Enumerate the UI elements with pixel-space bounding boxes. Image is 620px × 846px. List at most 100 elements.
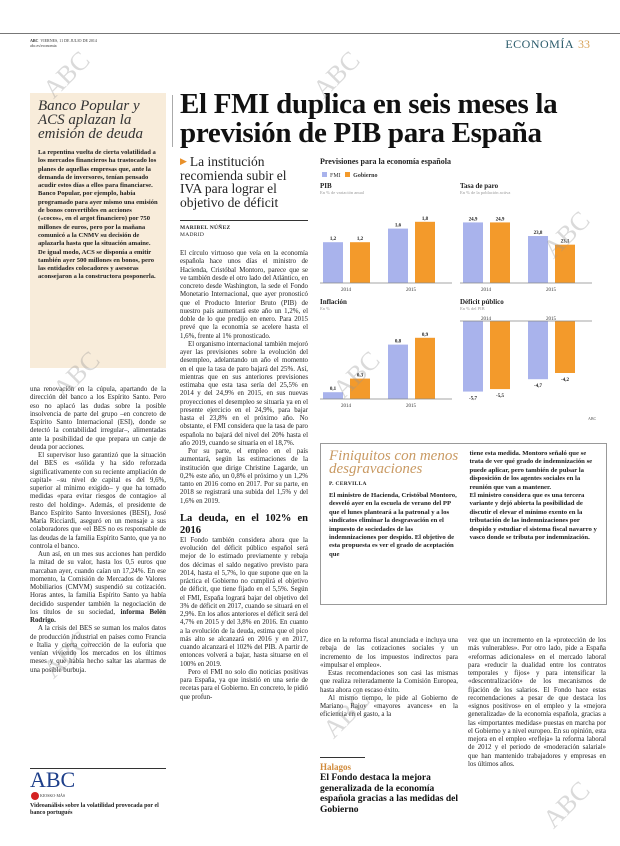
finiquitos-box: Finiquitos con menos desgravaciones P. C…: [320, 443, 607, 605]
legend-fmi: FMI: [330, 173, 341, 179]
chart-title: Déficit público: [460, 298, 504, 306]
bar-gobierno-2014: [490, 321, 510, 390]
data-label: -5,7: [469, 397, 477, 402]
page-number: 33: [578, 37, 590, 51]
byline: MARIBEL NÚÑEZ MADRID: [180, 225, 231, 239]
legend-gobierno: Gobierno: [353, 173, 378, 179]
box-text: El ministro de Hacienda, Cristóbal Monto…: [329, 492, 457, 558]
chart-panel: Déficit público En % del PIB -5,7 -5,5 2014-…: [460, 298, 600, 416]
legend-swatch-gobierno: [345, 172, 351, 177]
chart-subtitle: En %: [320, 306, 330, 311]
box-text: tiene esta medida. Montoro señaló que se…: [469, 450, 593, 491]
kiosko-label: KIOSKO·MÁS: [40, 792, 66, 798]
paragraph: El organismo internacional también mejor…: [180, 340, 308, 447]
kiosko-badge[interactable]: KIOSKO·MÁS: [31, 792, 65, 800]
paragraph: A la crisis del BES se suman los malos d…: [30, 625, 166, 674]
paragraph: Al mismo tiempo, le pide al Gobierno de …: [320, 694, 458, 719]
data-label: 23,1: [561, 240, 570, 245]
sidebar-body: La repentina vuelta de cierta volatilida…: [38, 149, 158, 281]
chart-title: Inflación: [320, 298, 347, 306]
main-column: El círculo virtuoso que veía en la econo…: [180, 250, 308, 790]
x-tick-label: 2015: [406, 404, 417, 409]
chart-panel: Tasa de paro En % de la población activa 2…: [460, 182, 600, 300]
place: MADRID: [180, 232, 205, 238]
bar-fmi-2015: [388, 344, 408, 399]
paragraph: Por su parte, el empleo en el país aumen…: [180, 448, 308, 505]
data-label: 0,9: [422, 333, 429, 338]
bottom-column-1: dice en la reforma fiscal anunciada e in…: [320, 637, 458, 722]
logo-rule: [30, 768, 166, 769]
paragraph: una renovación en la cúpula, apartando d…: [30, 386, 166, 451]
chart-panel: PIB En % de variación anual 1,2 1,2 2014 1,6 1…: [320, 182, 460, 300]
data-label: 1,6: [395, 224, 402, 229]
box-title: Finiquitos con menos desgravaciones: [329, 448, 459, 477]
paragraph: Estas recomendaciones son casi las misma…: [320, 670, 458, 694]
headline-divider: [172, 95, 173, 147]
data-label: 0,8: [395, 340, 402, 345]
subheadline: ▶ La institución recomienda subir el IVA …: [180, 154, 287, 210]
x-tick-label: 2015: [406, 288, 417, 293]
data-label: 1,2: [357, 237, 364, 242]
data-label: 0,3: [357, 374, 364, 379]
paragraph: Aun así, en un mes sus acciones han perd…: [30, 551, 166, 624]
header-url: abc.es/economia: [30, 43, 57, 48]
bar-chart: 1,2 1,2 2014 1,6 1,8 2015: [320, 217, 452, 293]
pull-quote: El Fondo destaca la mejora generalizada …: [320, 773, 459, 815]
data-label: 24,9: [496, 217, 505, 222]
x-tick-label: 2014: [341, 404, 352, 409]
chart-legend: FMI Gobierno: [322, 172, 378, 179]
paragraph: dice en la reforma fiscal anunciada e in…: [320, 637, 458, 669]
bar-gobierno-2014: [350, 378, 370, 399]
page-title: El FMI duplica en seis meses la previsió…: [180, 88, 558, 149]
x-tick-label: 2014: [341, 288, 352, 293]
paragraph: vez que un incremento en la «protección …: [468, 637, 606, 768]
data-label: -4,7: [534, 384, 542, 389]
chart-subtitle: En % del PIB: [460, 306, 485, 311]
bar-gobierno-2014: [490, 222, 510, 283]
header-dateline: ABC VIERNES, 11 DE JULIO DE 2014 abc.es/…: [30, 38, 97, 48]
chart-title: Tasa de paro: [460, 182, 499, 190]
kicker: Halagos: [320, 762, 352, 772]
header-brand: ABC: [30, 38, 39, 43]
bar-gobierno-2014: [350, 242, 370, 283]
bar-gobierno-2015: [555, 244, 575, 283]
chart-subtitle: En % de variación anual: [320, 190, 364, 195]
charts-title: Previsiones para la economía española: [320, 157, 451, 166]
bar-gobierno-2015: [415, 221, 435, 283]
paragraph: El supervisor luso garantizó que la situ…: [30, 452, 166, 550]
chart-subtitle: En % de la población activa: [460, 190, 511, 195]
paragraph: El Fondo también considera ahora que la …: [180, 536, 308, 668]
bar-chart: 0,1 0,3 2014 0,8 0,9 2015: [320, 333, 452, 409]
byline-rule: [180, 220, 308, 221]
bar-fmi-2014: [463, 222, 483, 283]
data-label: 0,1: [330, 387, 337, 392]
box-text: El ministro considera que es una tercera…: [469, 492, 597, 542]
x-tick-label: 2014: [481, 288, 492, 293]
data-label: 23,8: [534, 231, 543, 236]
author: MARIBEL NÚÑEZ: [180, 225, 231, 231]
data-label: 1,8: [422, 217, 429, 222]
paragraph: Pero el FMI no solo dio noticias positiv…: [180, 668, 308, 701]
bar-gobierno-2015: [415, 337, 435, 399]
data-label: 1,2: [330, 237, 337, 242]
sidebar-box: Banco Popular y ACS aplazan la emisión d…: [30, 93, 166, 368]
x-tick-label: 2015: [546, 317, 557, 322]
paragraph: El círculo virtuoso que veía en la econo…: [180, 250, 308, 340]
chart-panel: Inflación En % 0,1 0,3 2014 0,8 0,9 2015: [320, 298, 460, 416]
data-label: 24,9: [469, 217, 478, 222]
triangle-bullet-icon: ▶: [180, 156, 187, 166]
video-caption[interactable]: Videoanálisis sobre la volatilidad provo…: [30, 803, 159, 816]
kiosko-icon: [31, 792, 39, 800]
bar-chart: -5,7 -5,5 2014 -4,7 -4,2 2015: [460, 317, 592, 402]
header-date: VIERNES, 11 DE JULIO DE 2014: [40, 38, 97, 43]
abc-logo[interactable]: ABC: [30, 767, 76, 792]
chart-source: ABC: [588, 416, 597, 421]
bar-gobierno-2015: [555, 321, 575, 373]
bar-fmi-2015: [528, 321, 548, 380]
bar-fmi-2015: [388, 228, 408, 283]
credit: informa Belén Rodrigo.: [30, 608, 166, 624]
bar-fmi-2014: [323, 392, 343, 399]
sidebar-title: Banco Popular y ACS aplazan la emisión d…: [38, 98, 143, 142]
header-rule: [0, 33, 620, 34]
section-name: ECONOMÍA: [505, 37, 574, 51]
